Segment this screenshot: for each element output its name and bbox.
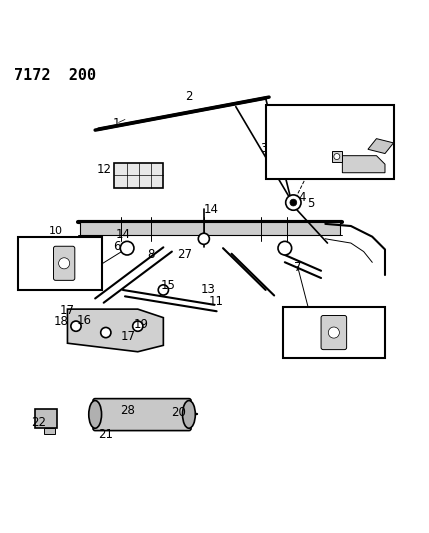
Polygon shape: [67, 309, 163, 352]
Text: 23: 23: [376, 152, 390, 162]
Circle shape: [286, 195, 301, 210]
Bar: [80, 222, 340, 235]
Bar: [44, 429, 54, 433]
Circle shape: [290, 199, 297, 206]
Text: 1: 1: [113, 117, 120, 130]
Text: 10: 10: [49, 227, 63, 236]
Polygon shape: [342, 156, 385, 173]
Bar: [332, 151, 342, 162]
Text: 3: 3: [373, 132, 380, 142]
Text: 21: 21: [98, 429, 113, 441]
Text: 18: 18: [54, 316, 69, 328]
Circle shape: [328, 327, 339, 338]
Text: 8: 8: [148, 248, 155, 262]
FancyBboxPatch shape: [321, 316, 347, 350]
Bar: [18, 237, 102, 290]
Bar: [115, 163, 163, 188]
Text: 5: 5: [307, 197, 314, 210]
Circle shape: [158, 285, 169, 295]
Circle shape: [133, 321, 143, 332]
Bar: [36, 409, 57, 429]
Text: 19: 19: [134, 318, 149, 330]
Text: 17: 17: [121, 330, 136, 343]
Text: 13: 13: [201, 282, 215, 296]
Text: 28: 28: [120, 403, 135, 417]
Circle shape: [101, 327, 111, 338]
Circle shape: [120, 241, 134, 255]
Text: 6: 6: [113, 239, 120, 253]
Text: 15: 15: [160, 279, 175, 292]
Text: 11: 11: [209, 295, 224, 309]
Text: 3: 3: [260, 142, 267, 155]
Bar: [283, 307, 385, 358]
Text: 7: 7: [294, 261, 301, 274]
Text: 16: 16: [77, 314, 92, 327]
FancyBboxPatch shape: [93, 399, 191, 431]
Circle shape: [71, 321, 81, 332]
Bar: [266, 104, 393, 179]
Text: 7172  200: 7172 200: [14, 68, 96, 83]
Text: 17: 17: [60, 304, 75, 317]
Ellipse shape: [89, 400, 102, 428]
Text: 14: 14: [115, 228, 130, 241]
Text: 9: 9: [85, 272, 93, 281]
Circle shape: [334, 154, 340, 159]
Polygon shape: [368, 139, 393, 154]
Circle shape: [278, 241, 292, 255]
Text: 25: 25: [327, 150, 341, 160]
Circle shape: [198, 233, 209, 244]
Text: 4: 4: [298, 190, 305, 204]
Text: 2: 2: [185, 91, 193, 103]
Text: 27: 27: [177, 248, 192, 262]
Text: 22: 22: [31, 416, 46, 430]
Text: 12: 12: [96, 163, 111, 176]
Circle shape: [59, 258, 69, 269]
Text: 10: 10: [357, 341, 372, 350]
Text: 26: 26: [350, 132, 364, 142]
Text: 20: 20: [171, 406, 186, 419]
Ellipse shape: [182, 400, 195, 428]
Text: 24: 24: [375, 164, 389, 173]
FancyBboxPatch shape: [54, 246, 75, 280]
Text: 14: 14: [204, 203, 219, 216]
